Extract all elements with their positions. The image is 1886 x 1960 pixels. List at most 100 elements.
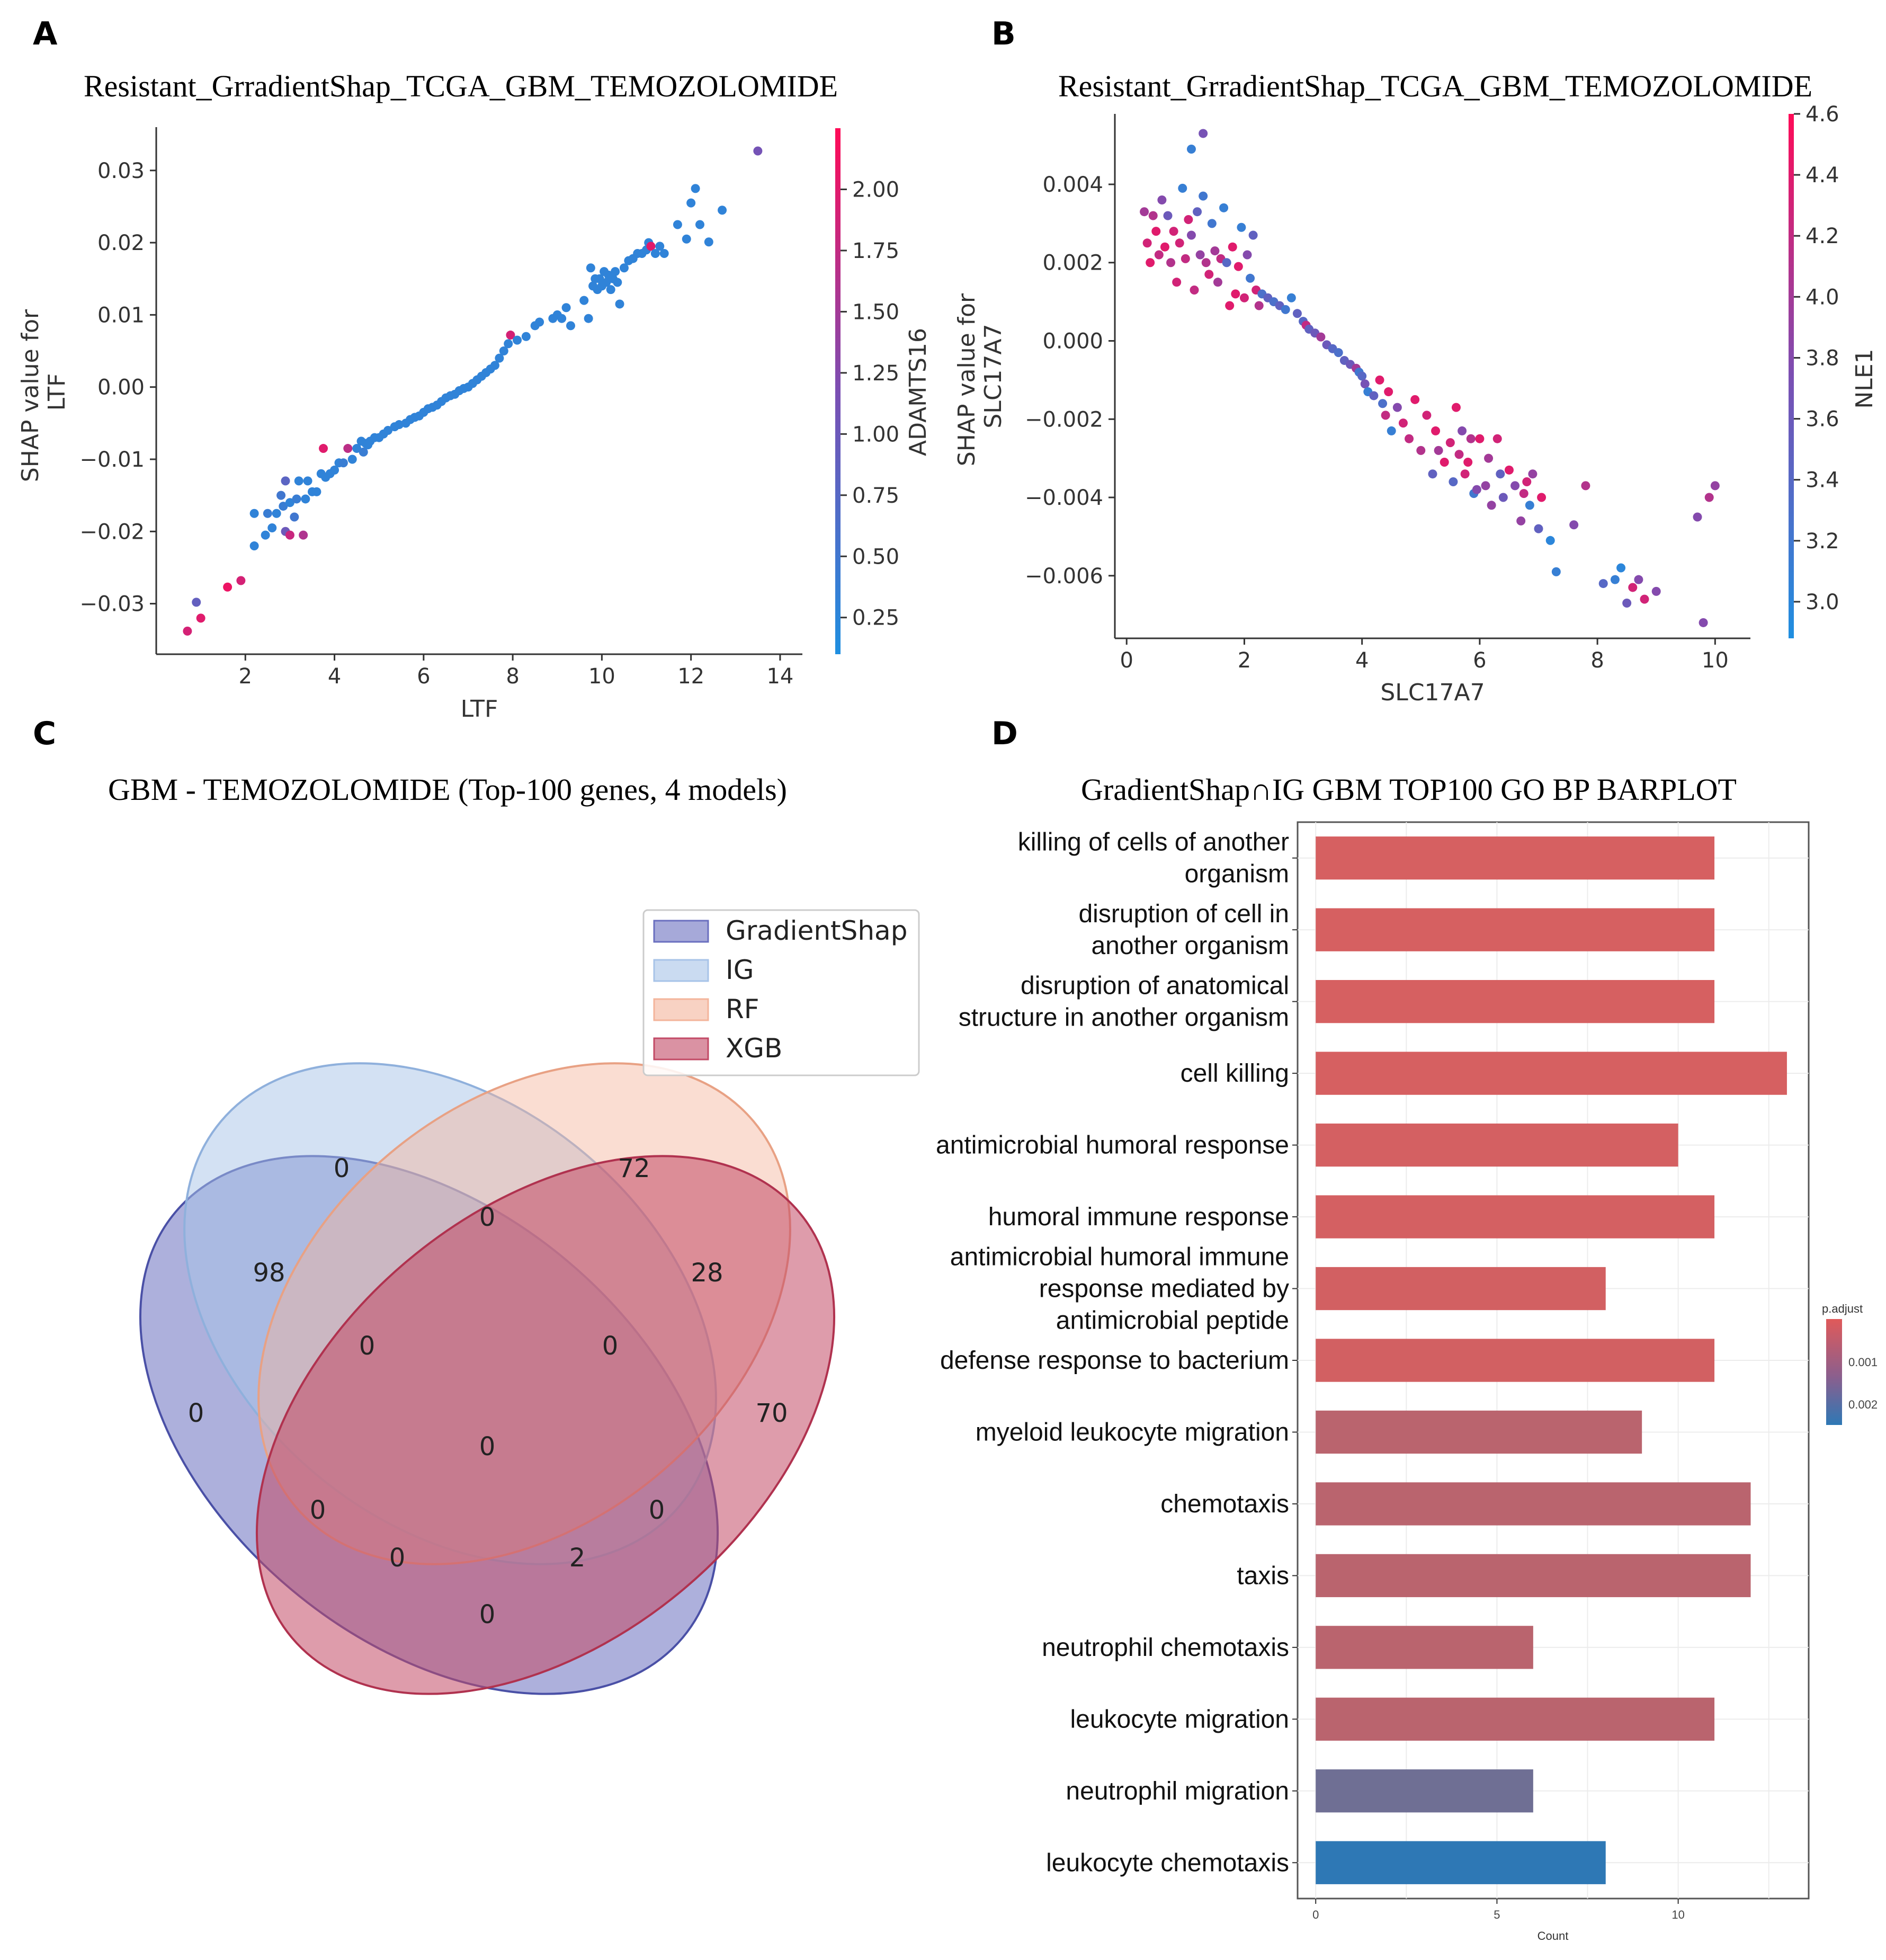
- go-term-label: defense response to bacterium: [940, 1347, 1289, 1375]
- x-tick-label: 10: [1672, 1908, 1684, 1921]
- scatter-point: [249, 541, 259, 551]
- scatter-point: [1492, 434, 1502, 443]
- panel-b-colorbar-ticks: 3.0 3.2 3.4 3.6 3.8 4.0 4.2 4.4 4.6: [1794, 102, 1839, 614]
- scatter-point: [1166, 258, 1176, 268]
- scatter-point: [1525, 501, 1534, 510]
- scatter-point: [1222, 258, 1231, 268]
- scatter-point: [1710, 481, 1720, 491]
- scatter-point: [1160, 242, 1169, 252]
- x-tick-label: 8: [1590, 648, 1604, 673]
- panel-c: C GBM - TEMOZOLOMIDE (Top-100 genes, 4 m…: [33, 715, 920, 1695]
- scatter-point: [611, 267, 620, 277]
- go-term-label: antimicrobial peptide: [1056, 1307, 1289, 1335]
- scatter-point: [1234, 262, 1243, 271]
- venn-legend-label: XGB: [726, 1033, 782, 1064]
- scatter-point: [359, 447, 368, 457]
- scatter-point: [183, 626, 192, 636]
- y-tick-label: 0.000: [1042, 329, 1103, 354]
- scatter-point: [586, 263, 595, 273]
- scatter-point: [223, 582, 233, 592]
- go-term-bar: [1316, 1267, 1606, 1311]
- scatter-point: [686, 198, 696, 208]
- scatter-point: [343, 444, 353, 453]
- scatter-point: [1445, 438, 1455, 448]
- scatter-point: [691, 184, 700, 193]
- scatter-point: [753, 146, 763, 156]
- scatter-point: [1254, 301, 1264, 310]
- go-term-label: taxis: [1237, 1562, 1289, 1590]
- go-term-bar: [1316, 980, 1715, 1023]
- scatter-point: [566, 321, 575, 331]
- venn-region-count: 0: [602, 1331, 619, 1361]
- scatter-point: [1175, 238, 1184, 248]
- go-term-label: organism: [1185, 860, 1289, 888]
- go-term-label: response mediated by: [1039, 1275, 1289, 1303]
- scatter-point: [1460, 469, 1470, 479]
- panel-d-title: GradientShap∩IG GBM TOP100 GO BP BARPLOT: [1081, 772, 1737, 807]
- scatter-point: [1496, 469, 1505, 479]
- scatter-point: [299, 530, 308, 540]
- scatter-point: [1246, 273, 1255, 283]
- y-tick-label: −0.006: [1025, 564, 1103, 589]
- colorbar-tick-label: 4.2: [1805, 224, 1839, 248]
- scatter-point: [1146, 258, 1155, 268]
- scatter-point: [579, 296, 589, 305]
- panel-b-colorbar-label: NLE1: [1851, 349, 1878, 408]
- scatter-point: [1204, 270, 1214, 279]
- scatter-point: [249, 509, 259, 518]
- padj-tick-label: 0.001: [1848, 1356, 1878, 1369]
- venn-region-count: 98: [253, 1258, 285, 1288]
- scatter-point: [1237, 222, 1246, 232]
- scatter-point: [1451, 403, 1461, 412]
- scatter-point: [347, 455, 357, 464]
- colorbar-tick-label: 1.25: [852, 361, 899, 386]
- scatter-point: [272, 509, 281, 518]
- scatter-point: [513, 335, 522, 345]
- scatter-point: [1458, 426, 1467, 435]
- panel-d-bars: [1316, 836, 1787, 1884]
- scatter-point: [1545, 536, 1555, 545]
- panel-b-ticks: 0 2 4 6 8 10 −0.006 −0.004 −0.002 0.000 0.002 0.004: [1025, 173, 1729, 673]
- scatter-point: [1163, 211, 1173, 220]
- colorbar-tick-label: 0.50: [852, 545, 899, 569]
- scatter-point: [1169, 227, 1178, 236]
- venn-region-count: 2: [569, 1543, 586, 1573]
- venn-legend-label: GradientShap: [726, 915, 907, 946]
- go-term-label: another organism: [1091, 932, 1289, 960]
- scatter-point: [1154, 250, 1164, 260]
- colorbar-tick-label: 1.50: [852, 300, 899, 324]
- x-tick-label: 6: [417, 664, 430, 689]
- scatter-point: [1219, 203, 1229, 212]
- scatter-point: [352, 444, 362, 453]
- scatter-point: [646, 242, 656, 251]
- scatter-point: [301, 494, 310, 504]
- panel-a-title: Resistant_GrradientShap_TCGA_GBM_TEMOZOL…: [84, 69, 838, 103]
- go-term-label: killing of cells of another: [1018, 828, 1289, 857]
- scatter-point: [1207, 219, 1217, 228]
- scatter-point: [1498, 493, 1508, 502]
- scatter-point: [1392, 403, 1402, 412]
- scatter-point: [595, 274, 604, 283]
- venn-region-counts: 0 72 0 98 28 0 0 0 70 0 0 0 0 2 0: [188, 1154, 788, 1629]
- scatter-point: [1281, 305, 1290, 314]
- scatter-point: [1569, 520, 1579, 530]
- scatter-point: [1195, 250, 1205, 260]
- scatter-point: [1484, 453, 1494, 463]
- scatter-point: [192, 598, 201, 607]
- panel-b-axes: [1114, 114, 1750, 639]
- scatter-point: [584, 314, 593, 323]
- scatter-point: [490, 361, 499, 370]
- x-tick-label: 10: [1702, 648, 1729, 673]
- scatter-point: [613, 278, 622, 287]
- colorbar-tick-label: 3.6: [1805, 407, 1839, 432]
- go-term-bar: [1316, 1769, 1533, 1813]
- scatter-point: [1334, 348, 1343, 358]
- x-tick-label: 10: [588, 664, 615, 689]
- scatter-point: [279, 502, 288, 511]
- scatter-point: [1369, 391, 1379, 400]
- scatter-point: [1184, 215, 1193, 224]
- scatter-point: [312, 487, 321, 496]
- scatter-point: [395, 420, 404, 430]
- go-term-label: disruption of anatomical: [1021, 972, 1289, 1000]
- scatter-point: [1231, 289, 1240, 299]
